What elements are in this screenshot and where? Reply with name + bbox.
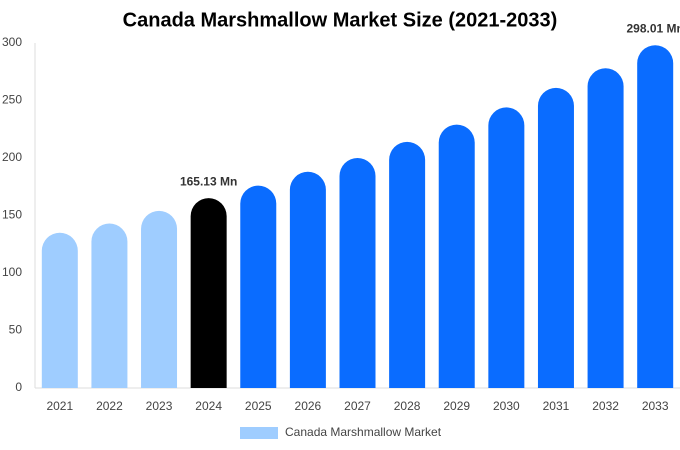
data-label: 165.13 Mn [180,174,237,188]
y-tick-label: 300 [2,35,22,49]
y-tick-label: 150 [2,208,22,222]
bar [91,223,128,388]
x-tick-label: 2021 [46,399,73,413]
bar [289,171,326,388]
legend-swatch [240,427,278,439]
x-tick-label: 2029 [443,399,470,413]
bar [438,124,475,388]
y-tick-label: 250 [2,93,22,107]
bar [587,68,624,389]
data-label: 298.01 Mn [627,21,680,35]
x-tick-label: 2023 [146,399,173,413]
bar [141,210,178,388]
x-tick-label: 2030 [493,399,520,413]
x-tick-label: 2027 [344,399,371,413]
x-tick-label: 2032 [592,399,619,413]
y-tick-label: 50 [9,323,23,337]
bar [389,141,426,388]
y-tick-label: 0 [15,380,22,394]
bar [190,198,227,388]
x-tick-label: 2026 [295,399,322,413]
bar [339,158,376,388]
bar [240,185,277,388]
x-tick-label: 2031 [543,399,570,413]
x-tick-label: 2024 [195,399,222,413]
x-tick-label: 2022 [96,399,123,413]
bar [637,45,674,388]
chart-title: Canada Marshmallow Market Size (2021-203… [123,9,558,31]
x-tick-label: 2025 [245,399,272,413]
legend-label: Canada Marshmallow Market [285,425,442,439]
bar [41,232,78,388]
y-tick-label: 100 [2,265,22,279]
bar [488,107,525,388]
y-tick-label: 200 [2,150,22,164]
x-tick-label: 2028 [394,399,421,413]
bar [537,87,574,388]
x-tick-label: 2033 [642,399,669,413]
